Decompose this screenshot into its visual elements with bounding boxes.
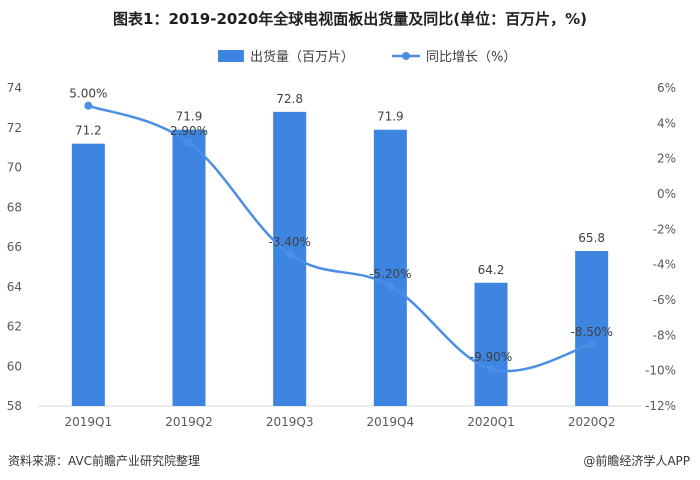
y2-tick-label: 2% (657, 152, 676, 166)
y-tick-label: 60 (7, 359, 22, 373)
growth-value-label: -3.40% (268, 235, 310, 249)
source-note: 资料来源：AVC前瞻产业研究院整理 (8, 454, 201, 468)
bar-value-label: 65.8 (578, 231, 605, 245)
y-tick-label: 58 (7, 399, 22, 413)
y2-tick-label: -6% (653, 293, 676, 307)
bar-value-label: 72.8 (276, 92, 303, 106)
growth-point (185, 138, 193, 147)
growth-line (87, 104, 592, 373)
y-tick-label: 72 (7, 121, 22, 135)
x-tick-label: 2019Q2 (165, 415, 213, 429)
legend-bar-swatch (218, 50, 244, 62)
bar-value-label: 64.2 (478, 263, 505, 277)
growth-point (386, 281, 395, 290)
bar-value-label: 71.2 (75, 124, 102, 138)
legend-line-label: 同比增长（%） (426, 50, 516, 65)
bar (373, 129, 407, 407)
x-tick-label: 2020Q1 (467, 415, 515, 429)
y-tick-label: 66 (7, 240, 22, 254)
x-tick-label: 2020Q2 (568, 415, 616, 429)
y2-tick-label: -8% (653, 328, 676, 342)
growth-value-label: -5.20% (369, 267, 411, 281)
y-tick-label: 70 (7, 161, 22, 175)
bar (575, 250, 609, 406)
y2-tick-label: 6% (657, 81, 676, 95)
bar (172, 129, 206, 407)
y2-tick-label: -2% (653, 222, 676, 236)
growth-point (84, 101, 93, 110)
bar (273, 111, 307, 406)
y-tick-label: 74 (7, 81, 22, 95)
bar (71, 143, 105, 406)
y-tick-label: 62 (7, 320, 22, 334)
x-tick-label: 2019Q3 (266, 415, 314, 429)
y-tick-label: 64 (7, 280, 22, 294)
y2-tick-label: -10% (645, 364, 676, 378)
legend-line-marker (402, 52, 410, 60)
y-tick-label: 68 (7, 200, 22, 214)
bar-value-label: 71.9 (377, 110, 404, 124)
growth-value-label: -9.90% (470, 350, 512, 364)
y2-tick-label: 0% (657, 187, 676, 201)
legend-bar-label: 出货量（百万片） (250, 49, 354, 65)
bar (474, 282, 508, 406)
growth-point (285, 250, 294, 259)
growth-point (587, 340, 596, 349)
chart-title: 图表1：2019-2020年全球电视面板出货量及同比(单位：百万片，%) (113, 10, 587, 28)
bar-value-label: 71.9 (176, 110, 203, 124)
y2-tick-label: 4% (657, 116, 676, 130)
growth-point (487, 364, 495, 373)
x-tick-label: 2019Q4 (367, 415, 415, 429)
y2-tick-label: -4% (653, 258, 676, 272)
growth-value-label: 2.90% (170, 124, 208, 138)
growth-value-label: 5.00% (69, 87, 107, 101)
y2-tick-label: -12% (645, 399, 676, 413)
growth-value-label: -8.50% (570, 325, 612, 339)
brand-credit: @前瞻经济学人APP (583, 454, 690, 468)
x-tick-label: 2019Q1 (65, 415, 113, 429)
